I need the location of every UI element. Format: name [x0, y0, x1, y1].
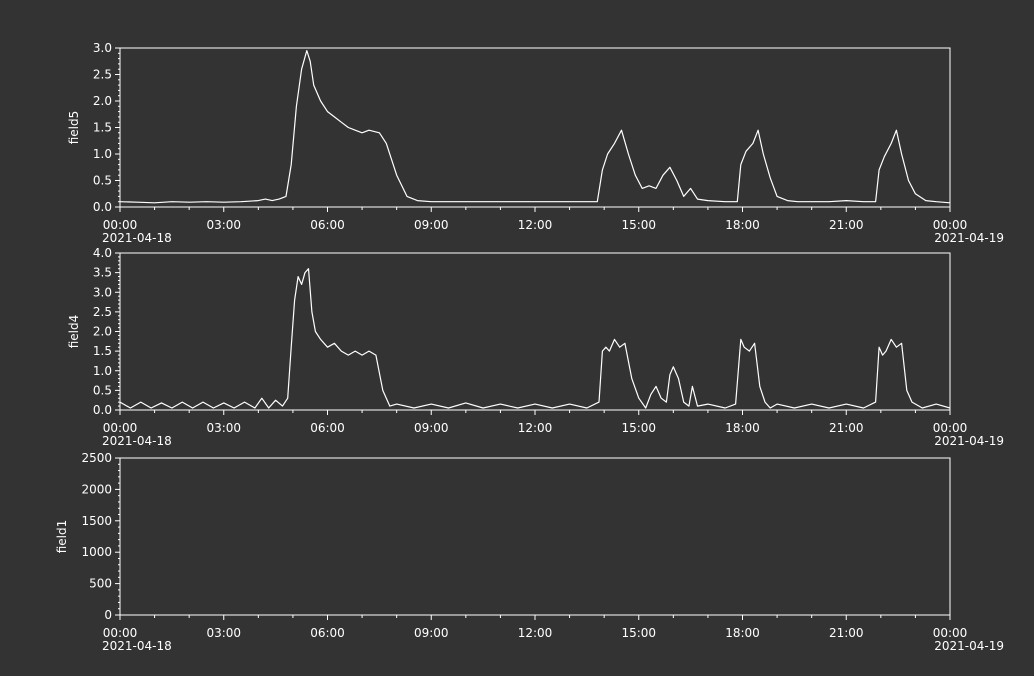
y-tick-label: 3.0: [93, 285, 112, 299]
y-tick-label: 1.5: [93, 344, 112, 358]
x-date-end: 2021-04-19: [934, 639, 1004, 653]
series-line: [119, 49, 951, 204]
y-tick-label: 0.5: [93, 174, 112, 188]
x-tick-label: 15:00: [621, 421, 656, 435]
y-tick-label: 1000: [81, 545, 112, 559]
x-tick-label: 12:00: [518, 626, 553, 640]
x-tick-label: 06:00: [310, 421, 345, 435]
y-tick-label: 0.5: [93, 383, 112, 397]
y-tick-label: 2.0: [93, 94, 112, 108]
y-tick-label: 2.0: [93, 325, 112, 339]
x-tick-label: 12:00: [518, 421, 553, 435]
x-tick-label: 06:00: [310, 218, 345, 232]
series-line: [119, 268, 951, 409]
x-date-end: 2021-04-19: [934, 231, 1004, 245]
x-tick-label: 09:00: [414, 421, 449, 435]
x-tick-label: 03:00: [206, 421, 241, 435]
y-tick-label: 1.0: [93, 364, 112, 378]
y-tick-label: 0: [104, 608, 112, 622]
y-tick-label: 500: [89, 577, 112, 591]
x-date-start: 2021-04-18: [102, 434, 172, 448]
x-tick-label: 21:00: [829, 421, 864, 435]
x-tick-label: 09:00: [414, 218, 449, 232]
plot-frame: [119, 457, 951, 616]
x-tick-label: 15:00: [621, 626, 656, 640]
x-tick-label: 21:00: [829, 218, 864, 232]
x-tick-label: 00:00: [103, 626, 138, 640]
y-tick-label: 4.0: [93, 246, 112, 260]
y-axis-label: field1: [55, 520, 69, 554]
y-tick-label: 1500: [81, 514, 112, 528]
x-date-start: 2021-04-18: [102, 231, 172, 245]
x-tick-label: 06:00: [310, 626, 345, 640]
y-tick-label: 2000: [81, 482, 112, 496]
x-date-end: 2021-04-19: [934, 434, 1004, 448]
y-tick-label: 3.0: [93, 41, 112, 55]
x-tick-label: 18:00: [725, 218, 760, 232]
x-tick-label: 00:00: [103, 421, 138, 435]
y-axis-label: field5: [67, 111, 81, 145]
x-tick-label: 21:00: [829, 626, 864, 640]
y-tick-label: 0.0: [93, 403, 112, 417]
y-tick-label: 1.5: [93, 121, 112, 135]
x-tick-label: 18:00: [725, 421, 760, 435]
y-axis-label: field4: [67, 315, 81, 349]
x-tick-label: 18:00: [725, 626, 760, 640]
y-tick-label: 1.0: [93, 147, 112, 161]
y-tick-label: 2.5: [93, 68, 112, 82]
y-tick-label: 0.0: [93, 200, 112, 214]
x-tick-label: 00:00: [103, 218, 138, 232]
x-tick-label: 00:00: [933, 218, 968, 232]
plot-frame: [119, 47, 951, 208]
x-tick-label: 00:00: [933, 421, 968, 435]
x-tick-label: 12:00: [518, 218, 553, 232]
x-date-start: 2021-04-18: [102, 639, 172, 653]
x-tick-label: 03:00: [206, 626, 241, 640]
y-tick-label: 2.5: [93, 305, 112, 319]
y-tick-label: 3.5: [93, 266, 112, 280]
x-tick-label: 00:00: [933, 626, 968, 640]
x-tick-label: 09:00: [414, 626, 449, 640]
x-tick-label: 03:00: [206, 218, 241, 232]
y-tick-label: 2500: [81, 451, 112, 465]
plot-frame: [119, 252, 951, 411]
x-tick-label: 15:00: [621, 218, 656, 232]
